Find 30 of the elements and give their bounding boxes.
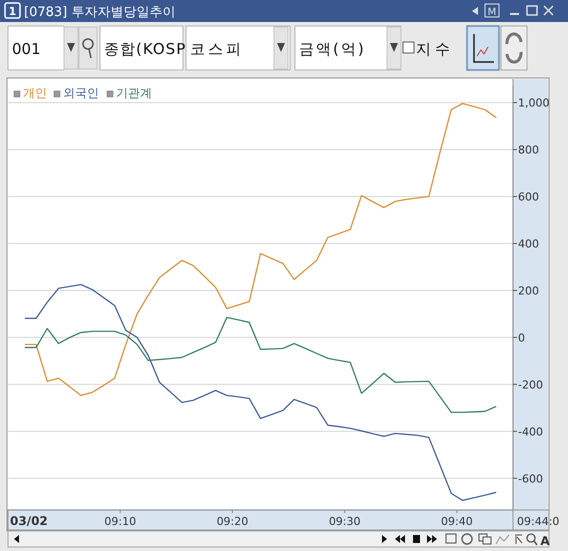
y-tick-label: 400 <box>518 237 539 250</box>
x-tick-label: 09:30 <box>328 515 361 528</box>
y-tick-label: 800 <box>518 144 539 157</box>
y-tick-label: -600 <box>518 472 543 486</box>
font-icon: A <box>540 534 550 548</box>
y-tick-label: -200 <box>518 378 543 392</box>
line-series <box>24 102 497 396</box>
x-tick-label: 09:20 <box>216 515 248 528</box>
text: 03/02 <box>10 514 48 528</box>
y-tick-label: 1,000 <box>518 96 550 110</box>
text: 종합(KOSP <box>104 40 186 58</box>
line-series <box>24 284 497 501</box>
y-tick-label: 200 <box>518 284 539 298</box>
x-tick-label: 09:40 <box>441 515 473 528</box>
x-tick-label: 09:10 <box>104 515 136 528</box>
y-tick-label: -400 <box>518 425 543 438</box>
window-number-icon: 1 <box>4 2 21 19</box>
text: 기관계 <box>116 86 152 100</box>
text: 외국인 <box>63 86 99 100</box>
text: 코스피 <box>190 40 244 58</box>
line-series <box>24 316 497 413</box>
text: 001 <box>12 40 41 58</box>
m-box-icon: M <box>484 4 500 18</box>
y-tick-label: 0 <box>518 331 525 344</box>
chart-title: [0783] 투자자별당일추이 <box>24 5 176 20</box>
y-tick-label: 600 <box>518 190 539 204</box>
text: 지수 <box>416 40 454 58</box>
text: 09:44:0 <box>517 515 560 528</box>
text: 개인 <box>23 86 47 100</box>
text: 금액(억) <box>299 40 366 58</box>
